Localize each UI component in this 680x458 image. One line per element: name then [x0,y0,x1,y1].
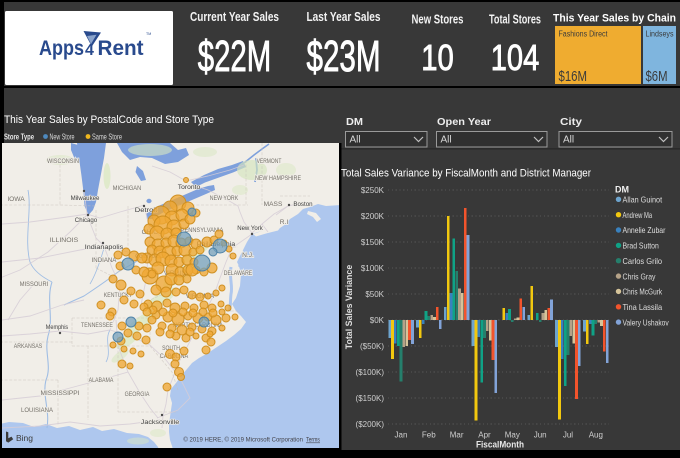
svg-text:$6M: $6M [646,69,668,85]
svg-text:$22M: $22M [198,32,272,81]
svg-text:N.J.: N.J. [242,252,254,259]
svg-text:MASS: MASS [264,201,283,208]
svg-text:WISCONSIN: WISCONSIN [47,158,79,165]
svg-text:Last Year Sales: Last Year Sales [307,9,381,24]
svg-text:R.I: R.I [280,219,289,226]
svg-text:Memphis: Memphis [46,324,69,331]
svg-text:FiscalMonth: FiscalMonth [476,440,524,451]
svg-text:IOWA: IOWA [7,196,25,203]
svg-text:$16M: $16M [559,69,588,85]
svg-text:104: 104 [491,37,540,78]
svg-text:DM: DM [615,185,629,195]
svg-text:MICHIGAN: MICHIGAN [113,185,142,192]
svg-text:MISSOURI: MISSOURI [20,281,49,288]
svg-text:ALABAMA: ALABAMA [89,377,114,384]
svg-text:MISSISSIPPI: MISSISSIPPI [41,390,80,397]
svg-text:$100K: $100K [361,264,385,273]
svg-text:Jul: Jul [563,431,573,440]
svg-text:Open Year: Open Year [437,116,491,128]
svg-text:Rent: Rent [98,36,144,60]
svg-text:Store Type: Store Type [4,133,34,142]
svg-text:Jan: Jan [395,431,408,440]
svg-text:Allan Guinot: Allan Guinot [623,195,663,205]
svg-text:Bing: Bing [16,433,33,443]
svg-text:New Store: New Store [50,133,75,142]
svg-text:Chris McGurk: Chris McGurk [623,287,663,297]
svg-text:All: All [350,135,361,146]
svg-text:Total Stores: Total Stores [489,12,541,27]
svg-text:TENNESSEE: TENNESSEE [81,322,113,329]
svg-text:($50K): ($50K) [360,342,384,351]
svg-text:NEW HAMPSHIRE: NEW HAMPSHIRE [255,175,302,182]
svg-text:City: City [560,116,582,128]
svg-text:INDIANA: INDIANA [92,257,117,264]
svg-text:May: May [505,431,520,440]
svg-text:$250K: $250K [361,186,385,195]
svg-text:This Year Sales by Chain: This Year Sales by Chain [553,13,676,25]
svg-text:Fashions Direct: Fashions Direct [559,30,609,39]
svg-text:Mar: Mar [450,431,464,440]
svg-text:Annelie Zubar: Annelie Zubar [623,225,666,235]
svg-text:This Year Sales by PostalCode: This Year Sales by PostalCode and Store … [4,114,214,126]
svg-text:Brad Sutton: Brad Sutton [623,241,660,251]
svg-text:Feb: Feb [422,431,436,440]
svg-text:Lindseys: Lindseys [646,30,674,39]
svg-text:ILLINOIS: ILLINOIS [50,237,79,244]
svg-text:Chris Gray: Chris Gray [623,271,657,281]
svg-text:$50K: $50K [365,290,384,299]
svg-text:Same Store: Same Store [92,133,122,142]
svg-text:VERMONT: VERMONT [257,158,282,165]
svg-text:$150K: $150K [361,238,385,247]
svg-text:$0K: $0K [370,316,385,325]
svg-text:NEW YORK: NEW YORK [210,195,239,202]
svg-text:All: All [441,135,452,146]
svg-text:Carlos Grilo: Carlos Grilo [623,256,663,266]
svg-text:LOUISIANA: LOUISIANA [21,407,53,414]
svg-text:Milwaukee: Milwaukee [71,195,100,202]
svg-text:Aug: Aug [589,431,603,440]
svg-text:$200K: $200K [361,212,385,221]
svg-text:DM: DM [346,116,363,128]
svg-text:Apps: Apps [39,36,84,60]
svg-text:DELAWARE: DELAWARE [224,270,253,277]
svg-text:Total Sales Variance by Fiscal: Total Sales Variance by FiscalMonth and … [341,168,591,180]
svg-text:($100K): ($100K) [356,368,385,377]
svg-text:($150K): ($150K) [356,394,385,403]
svg-text:All: All [563,135,574,146]
svg-text:Indianapolis: Indianapolis [85,244,124,251]
svg-text:Current Year Sales: Current Year Sales [190,9,279,24]
svg-text:Andrew Ma: Andrew Ma [623,210,653,220]
svg-text:$23M: $23M [307,32,381,81]
svg-text:Chicago: Chicago [75,217,98,224]
svg-text:Apr: Apr [478,431,491,440]
svg-text:GEORGIA: GEORGIA [125,391,150,398]
svg-text:New Stores: New Stores [412,12,464,27]
svg-text:Jun: Jun [534,431,547,440]
svg-text:Toronto: Toronto [178,184,201,191]
svg-text:Jacksonville: Jacksonville [141,419,180,426]
svg-text:10: 10 [421,37,454,78]
svg-text:New York: New York [237,225,263,232]
svg-text:Total Sales Variance: Total Sales Variance [344,265,354,350]
svg-text:($200K): ($200K) [356,420,385,429]
svg-text:Boston: Boston [293,201,312,208]
svg-text:Tina Lassila: Tina Lassila [623,302,663,312]
svg-text:Terms: Terms [306,438,320,444]
svg-text:4: 4 [85,42,94,59]
svg-text:Valery Ushakov: Valery Ushakov [623,317,670,327]
svg-text:TM: TM [146,32,151,36]
svg-text:© 2019 HERE, © 2019 Microsoft: © 2019 HERE, © 2019 Microsoft Corporatio… [183,437,303,444]
svg-text:ARKANSAS: ARKANSAS [14,343,43,350]
